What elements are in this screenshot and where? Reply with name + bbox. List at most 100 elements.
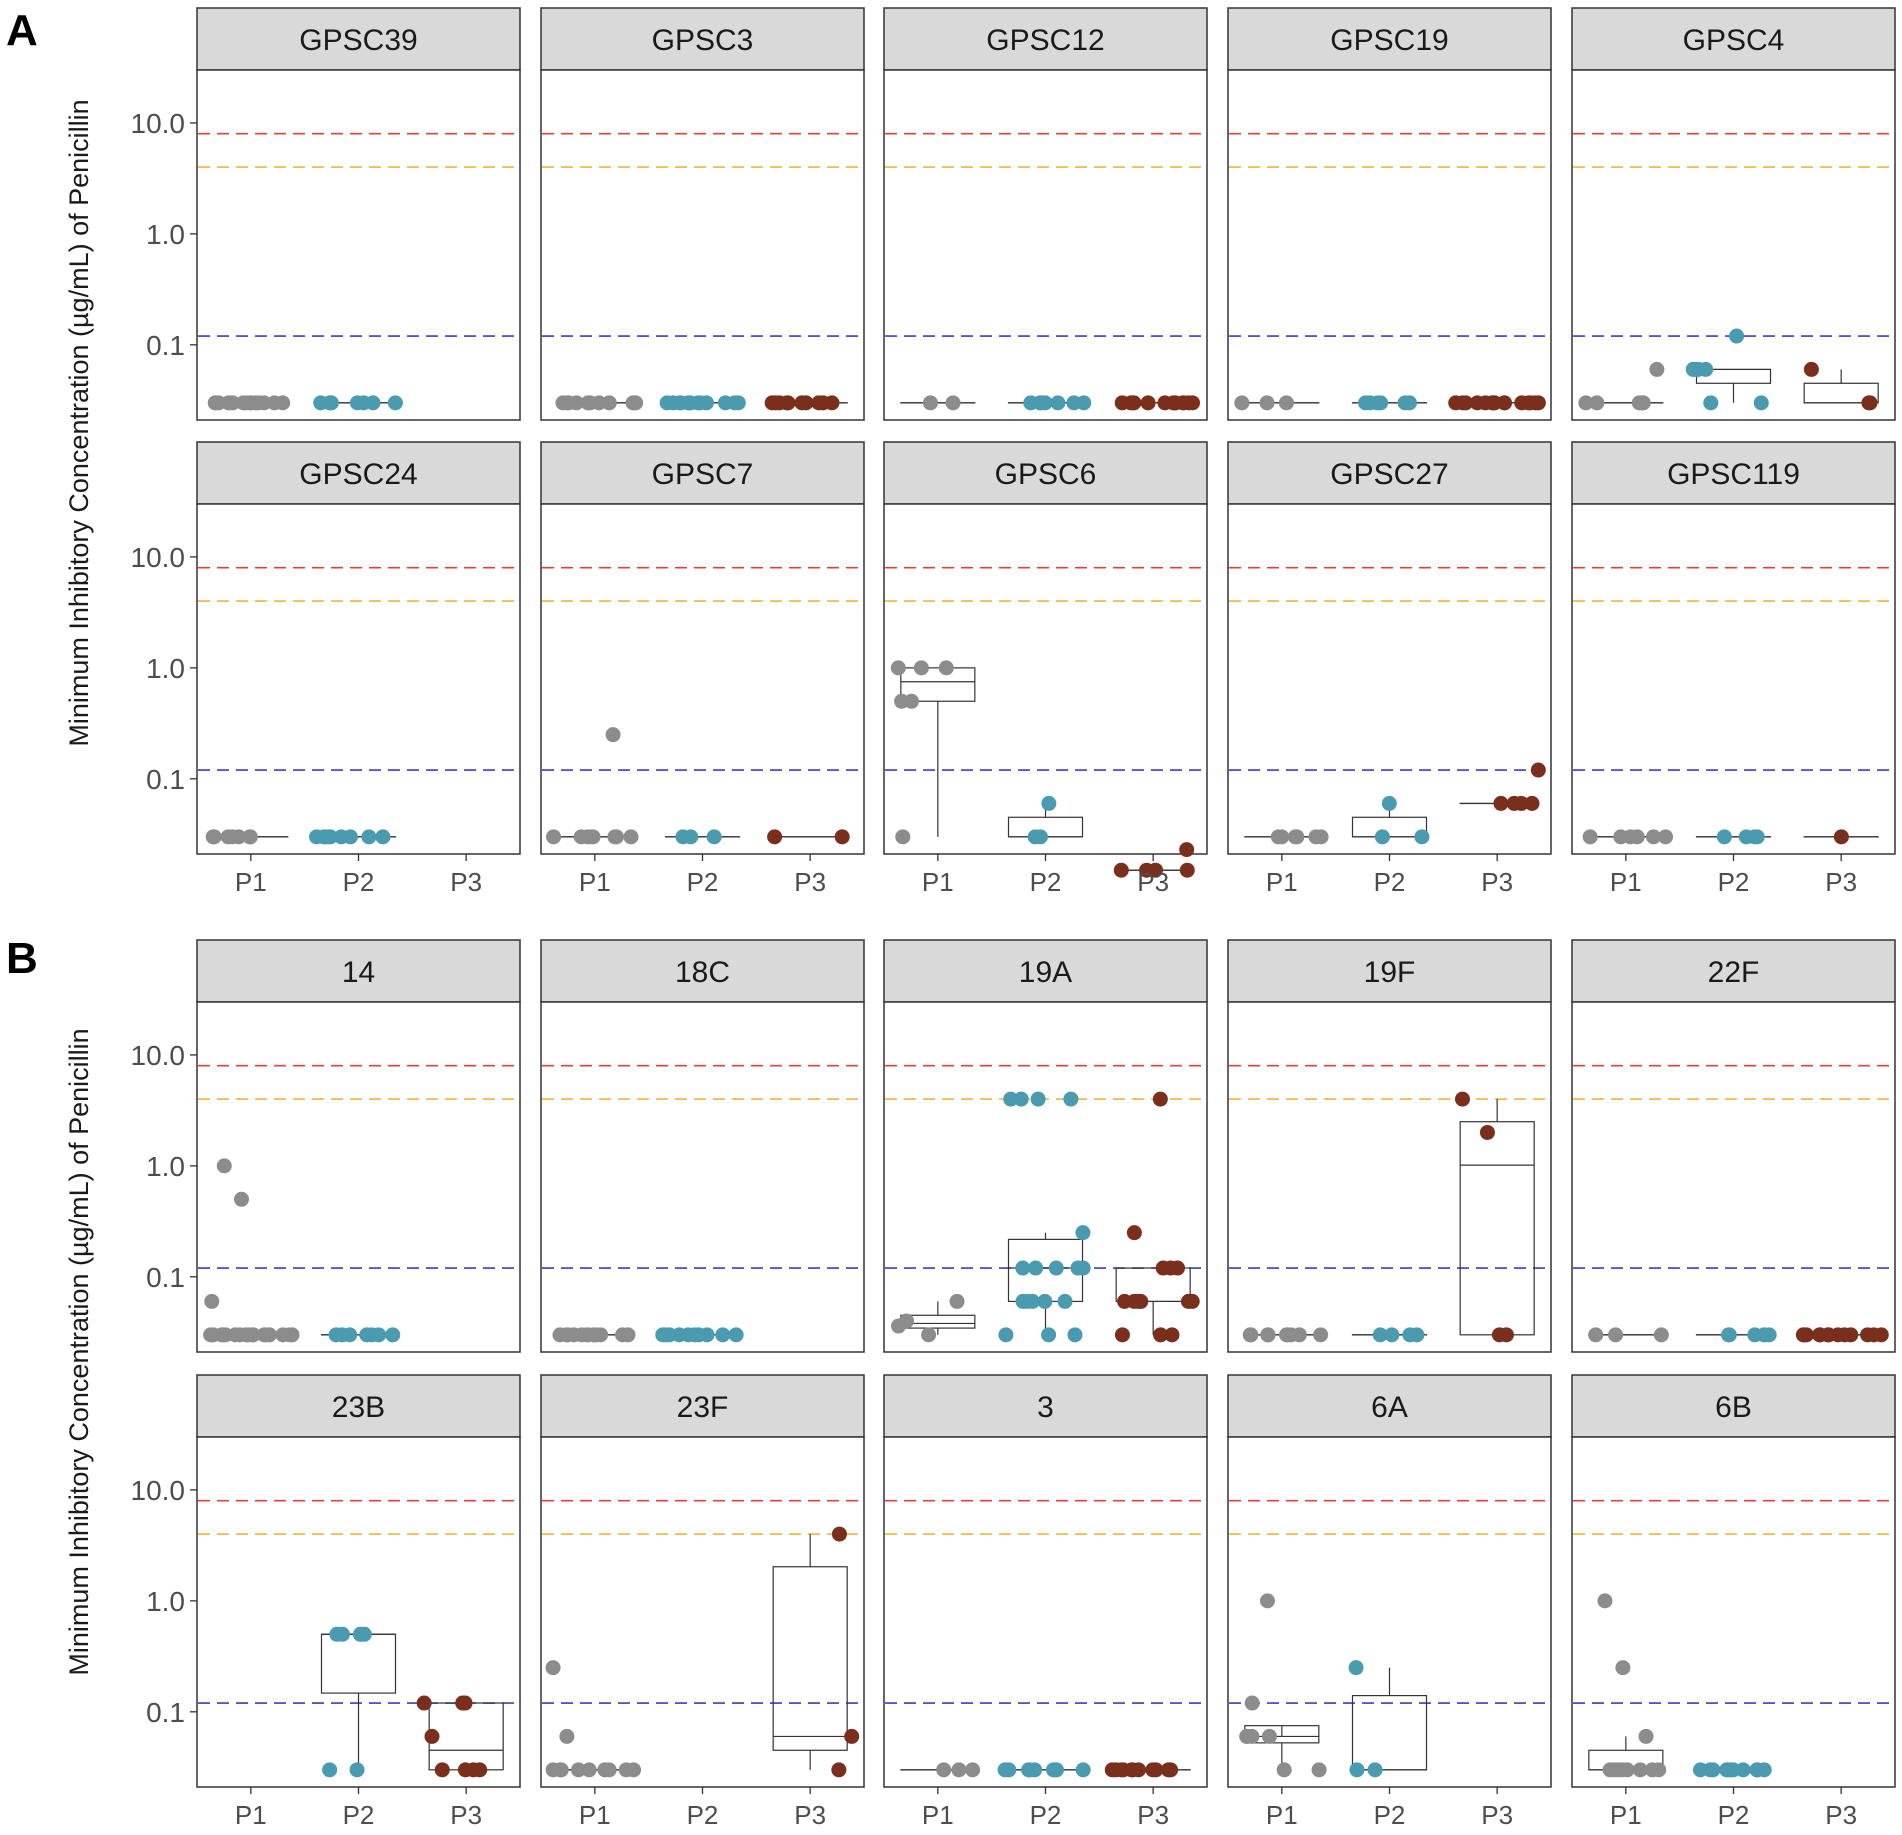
panel-18C: 18C <box>540 939 865 1353</box>
data-point-P1 <box>965 1762 981 1778</box>
data-point-P2 <box>1066 395 1082 411</box>
data-point-P1 <box>922 395 938 411</box>
data-point-P3 <box>1148 1762 1164 1778</box>
data-point-P1 <box>206 829 222 845</box>
strip-label: GPSC19 <box>1330 24 1448 57</box>
data-point-P2 <box>1027 829 1043 845</box>
plot-area <box>1571 503 1896 855</box>
strip-label: GPSC27 <box>1330 458 1448 491</box>
data-point-P2 <box>1753 395 1769 411</box>
strip-label: 23F <box>677 1391 729 1424</box>
strip-background <box>883 441 1208 505</box>
data-point-P2 <box>1057 1293 1073 1309</box>
data-point-P2 <box>375 829 391 845</box>
strip-background <box>196 939 521 1003</box>
data-point-P2 <box>1402 1327 1418 1343</box>
panel-GPSC3: GPSC3 <box>540 7 865 421</box>
data-point-P1 <box>559 1728 575 1744</box>
plot-area <box>1227 1001 1552 1353</box>
data-point-P2 <box>1048 1260 1064 1276</box>
x-tick-label-P1: P1 <box>579 867 611 897</box>
data-point-P3 <box>472 1762 488 1778</box>
data-point-P3 <box>1179 862 1195 878</box>
data-point-P2 <box>385 1327 401 1343</box>
data-point-P2 <box>692 395 708 411</box>
x-tick-label-P2: P2 <box>1030 1800 1062 1830</box>
data-point-P2 <box>1685 361 1701 377</box>
plot-area <box>1571 1436 1896 1788</box>
data-point-P2 <box>318 829 334 845</box>
section-label-A: A <box>6 6 38 55</box>
data-point-P2 <box>1749 1762 1765 1778</box>
data-point-P1 <box>921 1327 937 1343</box>
data-point-P2 <box>1021 1762 1037 1778</box>
data-point-P3 <box>1530 762 1546 778</box>
x-tick-label-P3: P3 <box>794 1800 826 1830</box>
data-point-P3 <box>1458 395 1474 411</box>
data-point-P2 <box>1702 1762 1718 1778</box>
x-tick-label-P2: P2 <box>1718 867 1750 897</box>
data-point-P1 <box>949 1293 965 1309</box>
data-point-P2 <box>1381 795 1397 811</box>
data-point-P1 <box>581 1762 597 1778</box>
data-point-P1 <box>1658 829 1674 845</box>
data-point-P2 <box>1037 1293 1053 1309</box>
data-point-P2 <box>323 395 339 411</box>
data-point-P3 <box>416 1695 432 1711</box>
data-point-P3 <box>1153 1327 1169 1343</box>
data-point-P1 <box>204 1293 220 1309</box>
data-point-P3 <box>1524 795 1540 811</box>
plot-area <box>1571 1001 1896 1353</box>
y-tick-label: 0.1 <box>146 330 185 361</box>
data-point-P1 <box>1278 395 1294 411</box>
data-point-P2 <box>1063 1091 1079 1107</box>
data-point-P3 <box>815 395 831 411</box>
plot-area <box>540 1436 865 1788</box>
data-point-P2 <box>699 1327 715 1343</box>
x-tick-label-P3: P3 <box>1481 1800 1513 1830</box>
data-point-P1 <box>552 1762 568 1778</box>
data-point-P1 <box>281 1327 297 1343</box>
data-point-P3 <box>1862 395 1878 411</box>
data-point-P3 <box>1454 1091 1470 1107</box>
data-point-P1 <box>605 727 621 743</box>
data-point-P1 <box>242 829 258 845</box>
data-point-P1 <box>1244 1728 1260 1744</box>
data-point-P2 <box>342 829 358 845</box>
panel-GPSC27: GPSC27 <box>1227 441 1552 855</box>
box <box>772 1566 848 1751</box>
data-point-P2 <box>1372 1327 1388 1343</box>
panel-GPSC12: GPSC12 <box>883 7 1208 421</box>
x-tick-label-P2: P2 <box>343 1800 375 1830</box>
plot-area <box>883 1001 1208 1353</box>
data-point-P2 <box>1030 1091 1046 1107</box>
y-tick-label: 0.1 <box>146 764 185 795</box>
data-point-P3 <box>798 395 814 411</box>
data-point-P2 <box>715 1327 731 1343</box>
panel-6A: 6A <box>1227 1374 1552 1788</box>
x-tick-label-P2: P2 <box>687 1800 719 1830</box>
plot-area <box>1227 503 1552 855</box>
strip-label: GPSC39 <box>299 24 417 57</box>
strip-background <box>1571 1374 1896 1438</box>
data-point-P2 <box>1384 1327 1400 1343</box>
plot-area <box>883 1436 1208 1788</box>
x-tick-label-P2: P2 <box>1374 1800 1406 1830</box>
x-tick-label-P2: P2 <box>1374 867 1406 897</box>
data-point-P2 <box>1067 1327 1083 1343</box>
data-point-P1 <box>256 395 272 411</box>
data-point-P3 <box>1180 1293 1196 1309</box>
data-point-P1 <box>913 660 929 676</box>
data-point-P2 <box>1050 395 1066 411</box>
strip-background <box>540 939 865 1003</box>
data-point-P3 <box>1493 795 1509 811</box>
data-point-P1 <box>1622 829 1638 845</box>
data-point-P2 <box>387 395 403 411</box>
data-point-P2 <box>359 1327 375 1343</box>
strip-label: 14 <box>342 956 375 989</box>
data-point-P3 <box>779 395 795 411</box>
strip-background <box>883 7 1208 71</box>
data-point-P1 <box>1276 1762 1292 1778</box>
strip-background <box>1571 7 1896 71</box>
data-point-P3 <box>1522 395 1538 411</box>
